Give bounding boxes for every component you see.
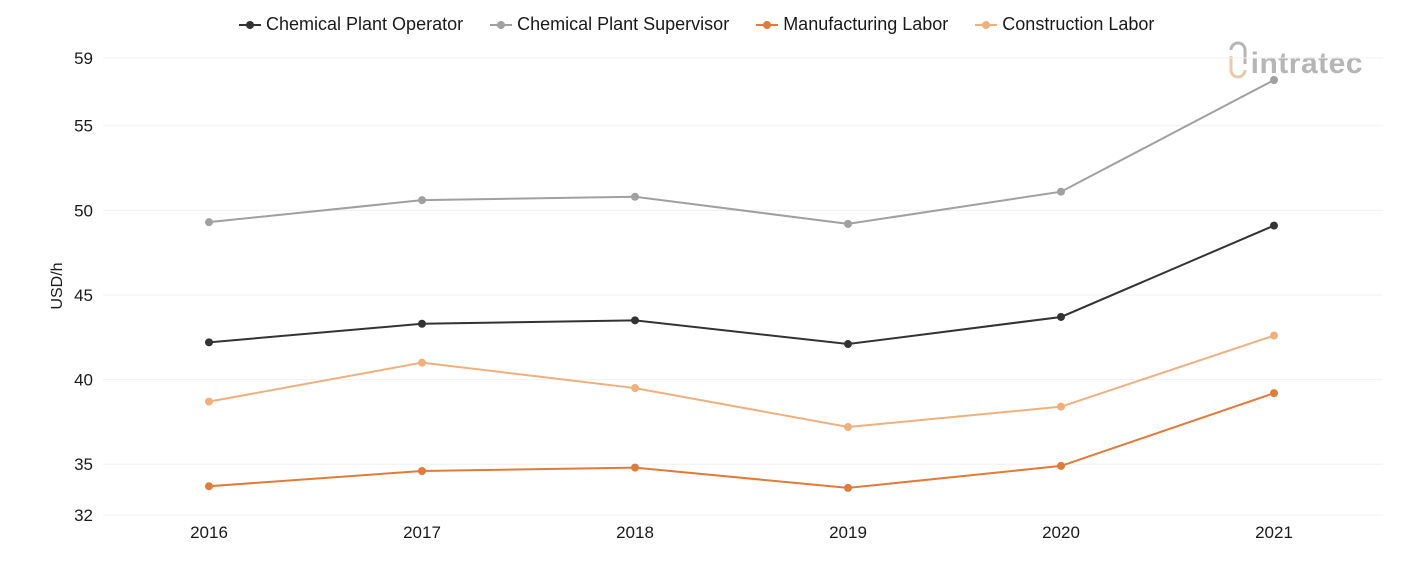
data-point — [631, 316, 639, 325]
data-point — [844, 483, 852, 492]
x-tick-label: 2017 — [403, 523, 441, 542]
data-point — [1057, 461, 1065, 470]
x-tick-label: 2019 — [829, 523, 867, 542]
data-point — [1270, 331, 1278, 340]
legend-swatch-icon — [975, 20, 998, 29]
data-point — [205, 397, 213, 406]
intratec-logo: intratec — [1227, 40, 1363, 88]
data-point — [1057, 187, 1065, 196]
y-tick-label: 45 — [74, 286, 93, 305]
data-point — [1057, 402, 1065, 411]
x-tick-label: 2016 — [190, 523, 228, 542]
legend-label: Chemical Plant Supervisor — [517, 14, 730, 34]
data-point — [1270, 221, 1278, 230]
legend-swatch-icon — [239, 20, 261, 29]
y-tick-label: 32 — [74, 506, 93, 525]
legend-item: Construction Labor — [974, 14, 1154, 35]
data-point — [631, 463, 639, 472]
x-tick-label: 2018 — [616, 523, 654, 542]
series-line — [208, 224, 1275, 346]
legend-label: Chemical Plant Operator — [266, 14, 464, 34]
legend-swatch-icon — [756, 20, 779, 29]
series-line — [208, 392, 1275, 489]
y-tick-label: 59 — [74, 49, 93, 68]
data-point — [418, 319, 426, 328]
series-line — [208, 334, 1275, 428]
data-point — [1057, 312, 1065, 321]
data-point — [418, 466, 426, 475]
x-tick-label: 2020 — [1042, 523, 1080, 542]
data-point — [205, 338, 213, 347]
legend-item: Chemical Plant Supervisor — [489, 14, 729, 35]
logo-mark-icon — [1227, 40, 1249, 88]
data-point — [631, 192, 639, 201]
legend-swatch-icon — [490, 20, 513, 29]
data-point — [1270, 389, 1278, 398]
data-point — [844, 422, 852, 431]
x-tick-label: 2021 — [1255, 523, 1293, 542]
data-point — [205, 482, 213, 491]
data-point — [1270, 76, 1278, 85]
legend-label: Construction Labor — [1002, 14, 1155, 34]
series-line — [208, 79, 1275, 225]
y-tick-label: 55 — [74, 117, 93, 136]
data-point — [844, 340, 852, 349]
legend-item: Chemical Plant Operator — [238, 14, 463, 35]
logo-wordmark: intratec — [1250, 47, 1363, 80]
legend-item: Manufacturing Labor — [755, 14, 948, 35]
data-point — [418, 358, 426, 367]
data-point — [205, 218, 213, 227]
y-tick-label: 40 — [74, 371, 93, 390]
y-tick-label: 50 — [74, 201, 93, 220]
data-point — [631, 384, 639, 393]
legend: Chemical Plant Operator Chemical Plant Su… — [238, 14, 1154, 35]
legend-label: Manufacturing Labor — [783, 14, 949, 34]
data-point — [418, 196, 426, 205]
y-tick-label: 35 — [74, 455, 93, 474]
data-point — [844, 219, 852, 228]
